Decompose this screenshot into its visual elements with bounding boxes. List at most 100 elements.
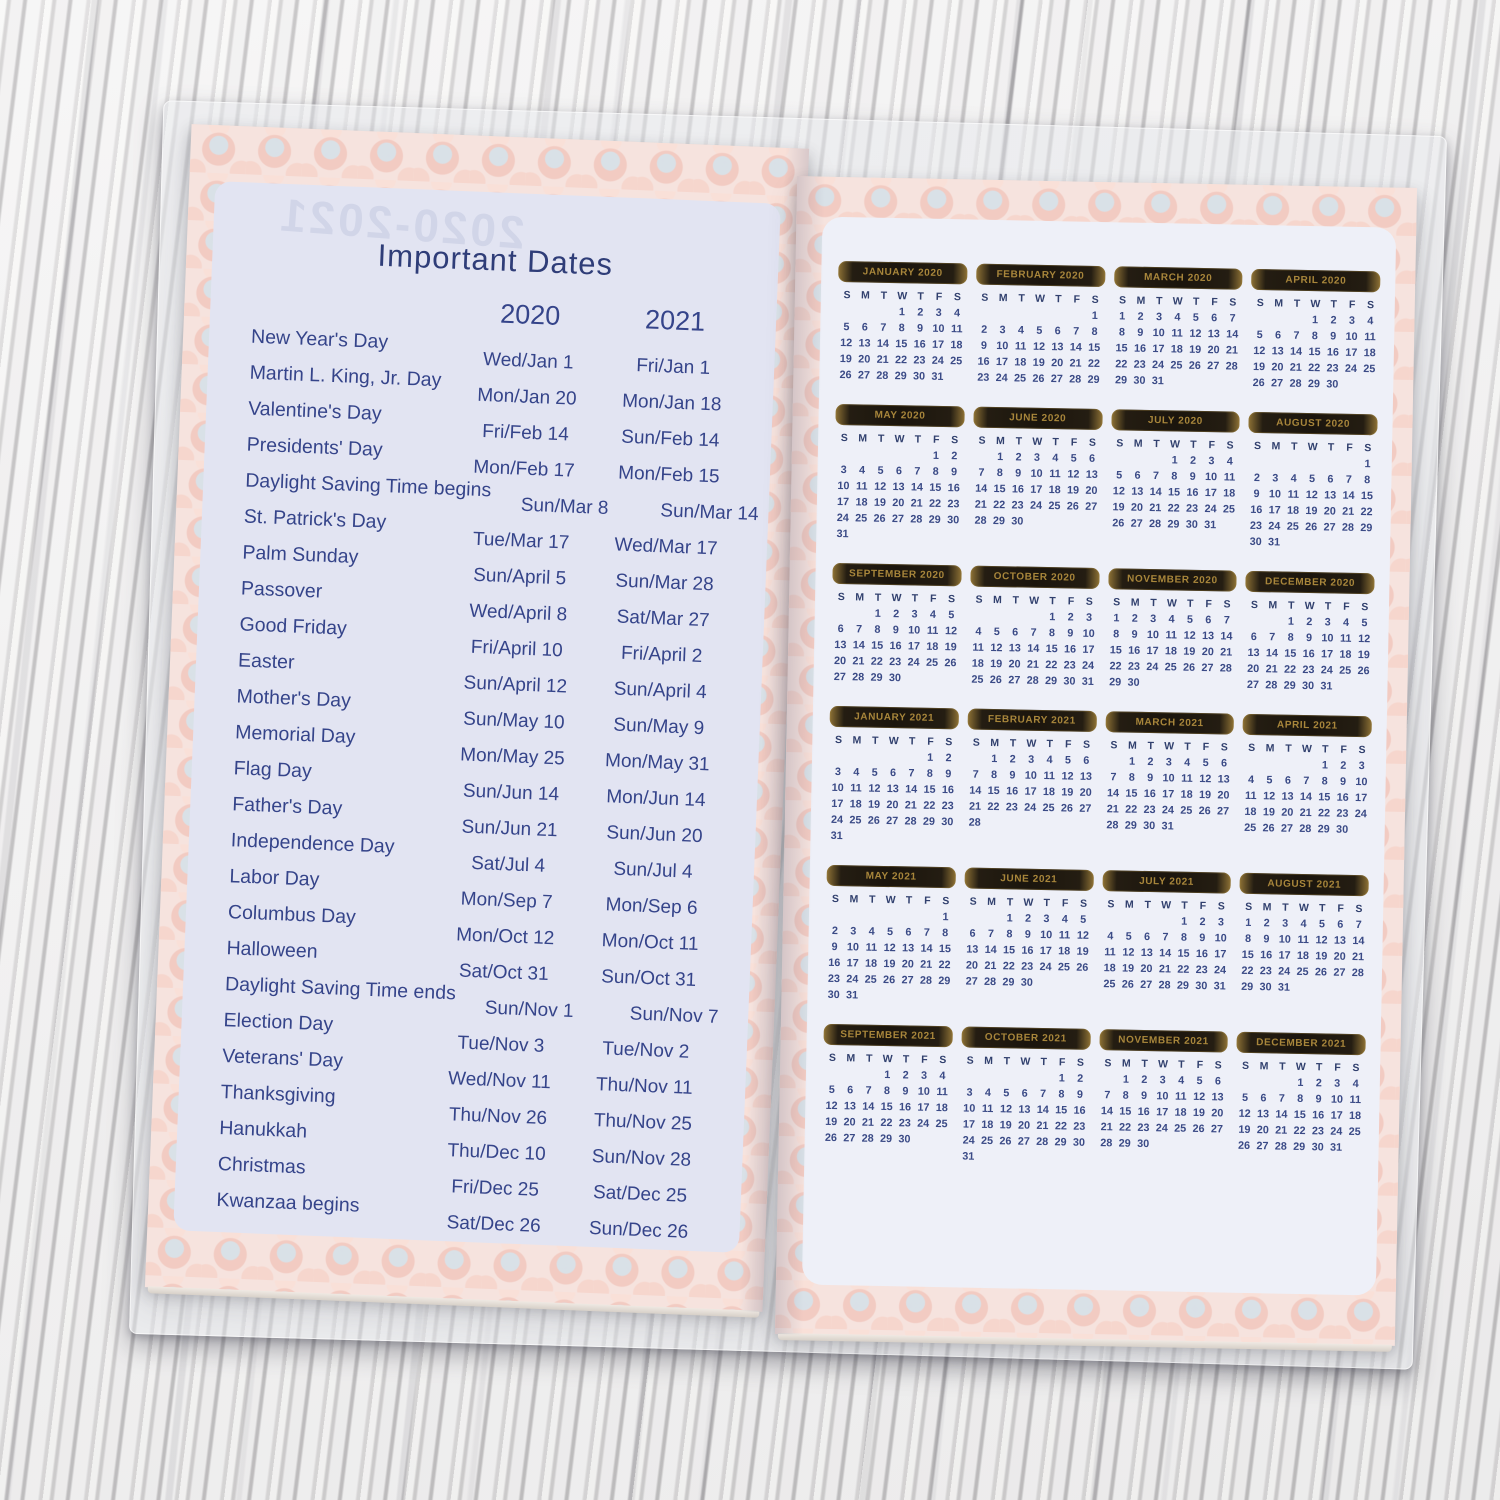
day-cell: 9 [1253,487,1260,500]
day-cell [975,306,994,321]
day-cell [1311,981,1330,996]
day-cell [964,910,983,925]
month-header: NOVEMBER 2021 [1098,1029,1229,1053]
weekday-label: S [981,291,989,304]
day-cell: 10 [1214,931,1227,945]
day-cell [1354,679,1373,694]
day-cell: 26 [1112,516,1125,529]
day-cell: 3 [1028,753,1035,766]
day-cell: 1 [1245,916,1252,929]
day-cell: 15 [1308,345,1321,358]
weekday-label: S [1214,1059,1222,1072]
weekday-label: T [1040,1055,1048,1069]
day-cell: 5 [1266,773,1273,786]
day-cell: 23 [1311,1124,1325,1137]
day-cell: 2 [917,305,924,319]
day-cell: 26 [839,368,852,381]
day-cell [1222,375,1241,390]
day-cell: 5 [1202,756,1209,769]
day-cell: 1 [1287,615,1295,628]
day-cell: 29 [1109,675,1122,688]
day-cell: 23 [1302,663,1315,676]
weekday-label: T [865,1052,873,1065]
day-cell: 18 [1363,346,1376,359]
day-cell: 24 [1354,807,1367,820]
day-cell: 26 [824,1131,838,1144]
weekday-label: S [945,736,953,749]
day-cell: 24 [1320,663,1333,677]
weekday-label: S [1091,293,1099,306]
day-cell: 27 [1207,359,1220,372]
day-cell: 14 [975,482,988,495]
day-cell [916,989,935,1004]
day-cell: 24 [995,371,1008,384]
day-cell: 2 [1131,612,1138,625]
weekday-label: T [908,735,916,748]
day-cell: 26 [1237,1139,1251,1152]
day-cell [1025,609,1044,624]
day-cell: 15 [1318,790,1331,804]
day-cell: 2 [981,323,988,336]
day-cell: 20 [965,959,979,972]
day-cell: 11 [936,1085,948,1098]
day-cell: 24 [1082,659,1095,672]
day-cell: 3 [1282,917,1289,930]
day-cell: 25 [1244,821,1257,834]
day-cell: 13 [966,943,979,956]
mini-calendar-may-2020: MAY 2020 S M T W T F S 1 2 3 4 5 6 7 8 9 10 11 12 13 14 15 16 17… [833,403,965,543]
day-cell: 19 [1076,945,1089,958]
day-cell: 15 [1119,1105,1132,1118]
day-cell [1279,757,1298,772]
day-cell: 30 [1336,823,1349,836]
day-cell: 14 [1159,946,1172,959]
day-cell: 2 [1009,752,1016,765]
month-header: JULY 2021 [1102,870,1232,894]
month-header: APRIL 2020 [1251,268,1381,293]
weekday-label: S [942,895,950,908]
day-cell [1283,535,1302,550]
day-cell: 1 [1128,755,1136,768]
mini-calendar-june-2020: JUNE 2020 S M T W T F S 1 2 3 4 5 6 7 8 9 10 11 12 13 14 15 16 1… [971,406,1103,546]
day-cell: 9 [945,767,952,780]
day-cell: 15 [1167,485,1181,499]
day-cell [907,528,926,543]
day-cell: 11 [1014,339,1027,353]
day-cell: 12 [868,782,881,795]
weekday-label: T [1290,440,1298,453]
day-cell: 5 [948,608,955,621]
day-cell: 19 [1066,483,1080,497]
weekday-label: W [1032,435,1043,448]
day-cell: 26 [1314,965,1328,978]
day-cell [884,749,903,764]
month-header: MARCH 2020 [1113,266,1243,290]
day-cell: 31 [1320,679,1333,693]
day-cell: 1 [1119,309,1126,322]
month-header: DECEMBER 2021 [1236,1031,1366,1056]
day-cell: 21 [1265,662,1278,675]
day-cell: 9 [1140,1089,1148,1102]
weekday-label: F [1064,738,1072,751]
weekday-label: M [1124,898,1134,911]
day-cell: 11 [1181,772,1193,785]
day-cell: 2 [1199,915,1206,928]
weekday-label: T [1279,1060,1286,1073]
day-cell: 7 [987,927,995,940]
weekday-label: S [840,432,848,445]
day-cell: 28 [1036,1135,1049,1148]
day-cell: 24 [1161,803,1175,817]
day-cell: 23 [1021,960,1034,973]
day-cell: 26 [1032,372,1045,385]
weekday-label: T [1330,298,1338,311]
day-cell: 24 [830,813,844,826]
day-cell [1251,311,1270,326]
day-cell: 12 [1122,946,1135,959]
day-cell: 26 [1192,1122,1205,1135]
weekday-label: T [880,289,888,302]
day-cell: 18 [1042,785,1056,798]
weekday-label: F [1058,1056,1066,1069]
mini-calendar-march-2020: MARCH 2020 S M T W T F S 1 2 3 4 5 6 7 8 9 10 11 12 13 14 15 16… [1112,266,1243,389]
day-cell [870,527,889,542]
day-cell: 15 [871,639,884,652]
day-cell [881,908,900,923]
day-cell: 26 [1066,499,1079,513]
